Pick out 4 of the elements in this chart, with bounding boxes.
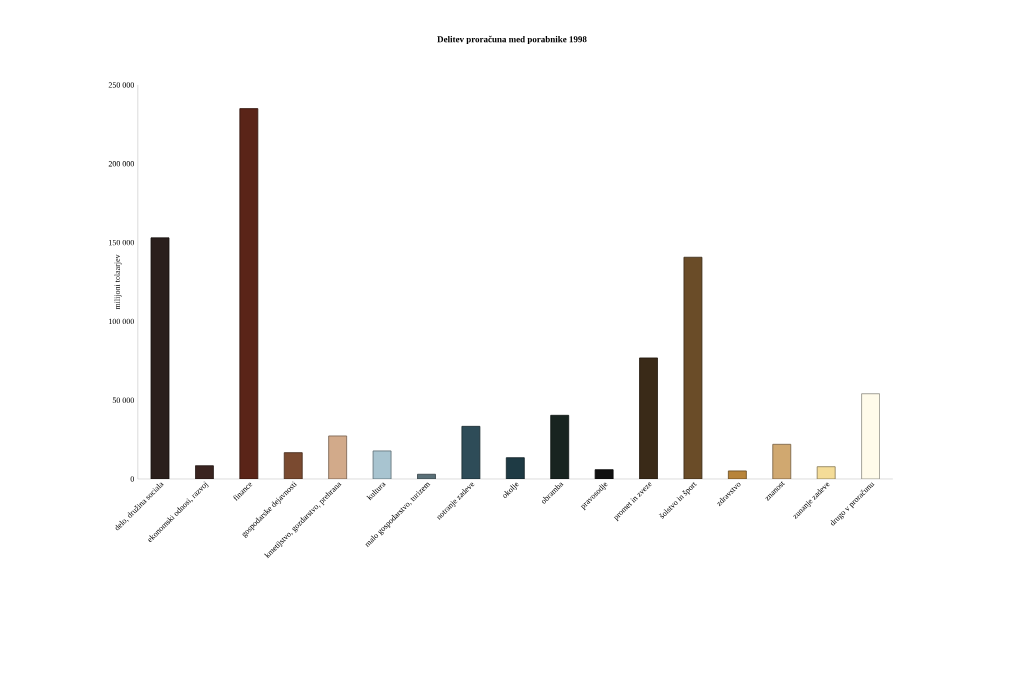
chart-title: Delitev proračuna med porabnike 1998 xyxy=(437,35,587,45)
bar xyxy=(195,465,214,479)
bar xyxy=(639,357,658,479)
bar xyxy=(861,393,880,479)
